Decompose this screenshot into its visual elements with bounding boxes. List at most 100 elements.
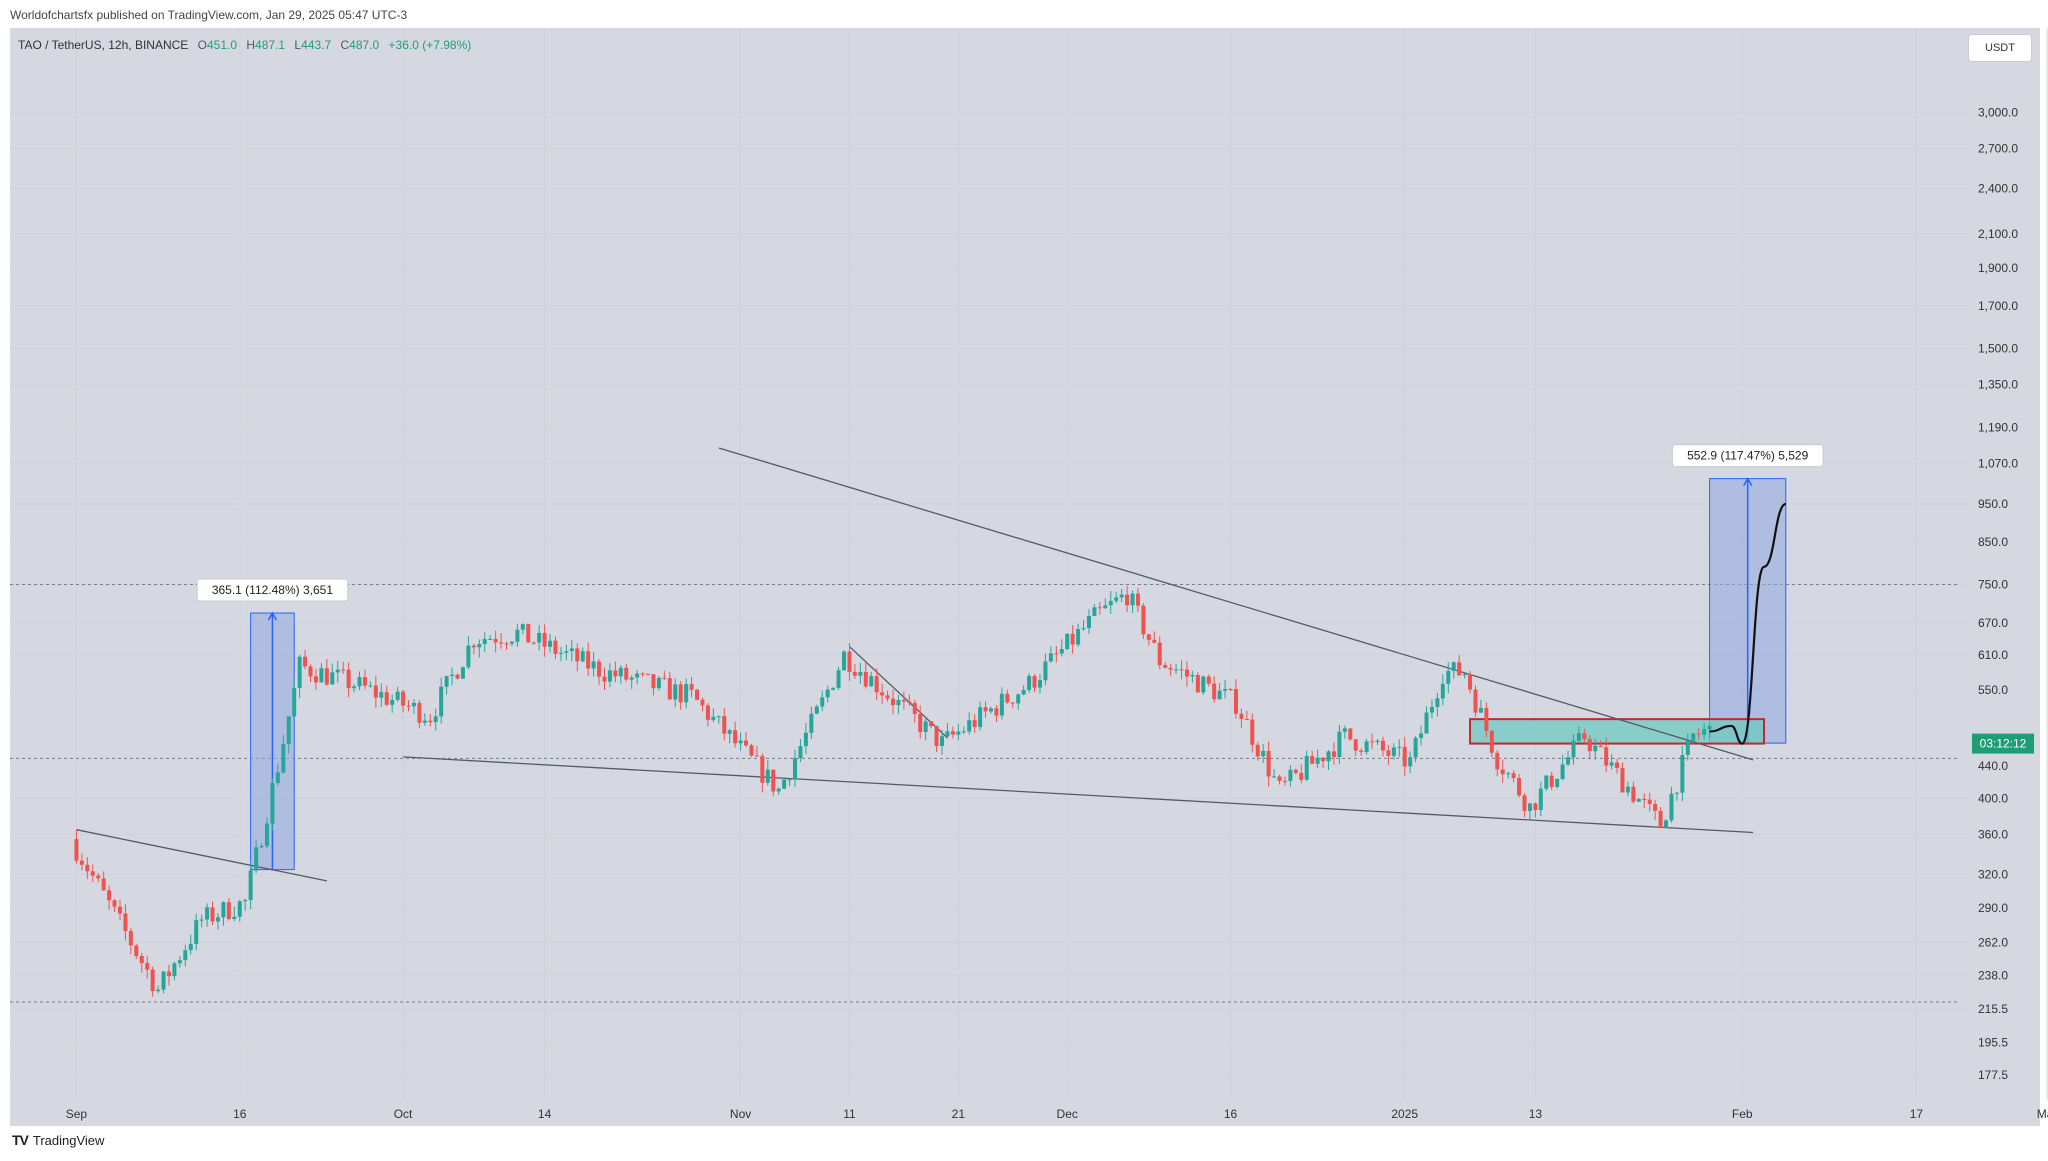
- candle-body: [1184, 669, 1189, 677]
- candle-body: [782, 779, 787, 789]
- candle-body: [1615, 762, 1620, 769]
- currency-unit-button[interactable]: USDT: [1968, 34, 2032, 62]
- candle-body: [1370, 741, 1375, 743]
- candle-body: [836, 670, 841, 688]
- candle-body: [1593, 745, 1598, 752]
- candle-body: [684, 684, 689, 703]
- candle-body: [1027, 675, 1032, 690]
- candle-body: [471, 645, 476, 648]
- candle-body: [678, 684, 683, 703]
- candle-body: [324, 668, 329, 685]
- candle-body: [722, 716, 727, 734]
- candle-body: [439, 686, 444, 717]
- y-tick-label: 610.0: [1978, 648, 2008, 662]
- candle-body: [1048, 653, 1053, 662]
- candle-body: [515, 629, 520, 642]
- candle-body: [90, 871, 95, 876]
- candle-body: [1152, 639, 1157, 643]
- candle-body: [422, 720, 427, 723]
- candle-body: [613, 670, 618, 677]
- last-price-tag: 03:12:12: [1972, 733, 2034, 754]
- candle-body: [1598, 745, 1603, 748]
- candle-body: [1386, 750, 1391, 756]
- candle-body: [275, 772, 280, 784]
- candle-body: [117, 906, 122, 914]
- projection-path: [1709, 502, 1787, 745]
- candle-body: [395, 691, 400, 700]
- candle-body: [205, 907, 210, 920]
- candle-body: [1582, 733, 1587, 740]
- y-tick-label: 238.0: [1978, 968, 2008, 982]
- candle-body: [362, 677, 367, 686]
- candle-body: [112, 900, 117, 907]
- candle-body: [482, 639, 487, 644]
- candle-body: [1484, 708, 1489, 731]
- candle-body: [940, 736, 945, 747]
- candle-body: [477, 643, 482, 648]
- candle-body: [640, 673, 645, 675]
- candle-body: [1130, 593, 1135, 606]
- candle-body: [738, 740, 743, 744]
- candle-body: [221, 902, 226, 918]
- trendline: [403, 756, 1754, 834]
- candle-body: [1195, 675, 1200, 693]
- candle-body: [1451, 662, 1456, 671]
- candle-body: [210, 907, 215, 922]
- candle-body: [1190, 675, 1195, 677]
- candle-body: [433, 716, 438, 723]
- candle-body: [1342, 728, 1347, 732]
- candle-body: [988, 708, 993, 712]
- trendline: [718, 447, 1754, 761]
- candle-body: [1707, 726, 1712, 730]
- candle-body: [352, 686, 357, 689]
- open-value: 451.0: [206, 38, 238, 52]
- candle-body: [286, 716, 291, 745]
- candle-body: [1468, 674, 1473, 690]
- candle-body: [842, 651, 847, 671]
- candle-body: [373, 685, 378, 698]
- candle-body: [809, 713, 814, 733]
- candle-body: [1364, 741, 1369, 753]
- candle-body: [444, 676, 449, 687]
- candle-body: [569, 648, 574, 652]
- candle-body: [1217, 690, 1222, 700]
- candle-body: [771, 769, 776, 792]
- candle-body: [1359, 750, 1364, 753]
- candle-body: [542, 632, 547, 647]
- candle-body: [297, 656, 302, 688]
- candle-body: [923, 721, 928, 732]
- candle-body: [1495, 752, 1500, 770]
- candle-body: [553, 640, 558, 654]
- candle-body: [607, 670, 612, 682]
- candle-body: [901, 699, 906, 702]
- candle-body: [199, 919, 204, 921]
- candle-body: [1016, 694, 1021, 704]
- x-tick-label: Nov: [730, 1107, 751, 1121]
- candle-body: [1299, 772, 1304, 780]
- candle-body: [281, 744, 286, 773]
- x-tick-label: 2025: [1391, 1107, 1418, 1121]
- candle-body: [1239, 713, 1244, 719]
- y-tick-label: 1,190.0: [1978, 420, 2018, 434]
- candle-body: [1560, 764, 1565, 779]
- candle-body: [401, 691, 406, 706]
- candle-body: [575, 648, 580, 662]
- x-tick-label: 16: [1224, 1107, 1238, 1121]
- close-label: C: [340, 38, 350, 52]
- projection-path: [1709, 502, 1787, 745]
- publish-info: Worldofchartsfx published on TradingView…: [10, 8, 408, 22]
- candle-body: [1462, 674, 1467, 676]
- candle-body: [814, 706, 819, 714]
- footer-brand: TV TradingView: [12, 1132, 104, 1148]
- candle-body: [1506, 773, 1511, 775]
- candle-body: [1086, 615, 1091, 629]
- grid-lines: [10, 28, 2048, 1100]
- candle-body: [1206, 676, 1211, 684]
- candle-body: [1642, 799, 1647, 801]
- candle-body: [1647, 799, 1652, 804]
- y-tick-label: 195.5: [1978, 1035, 2008, 1049]
- candle-body: [1702, 729, 1707, 735]
- x-tick-label: Sep: [66, 1107, 88, 1121]
- candle-body: [1549, 775, 1554, 787]
